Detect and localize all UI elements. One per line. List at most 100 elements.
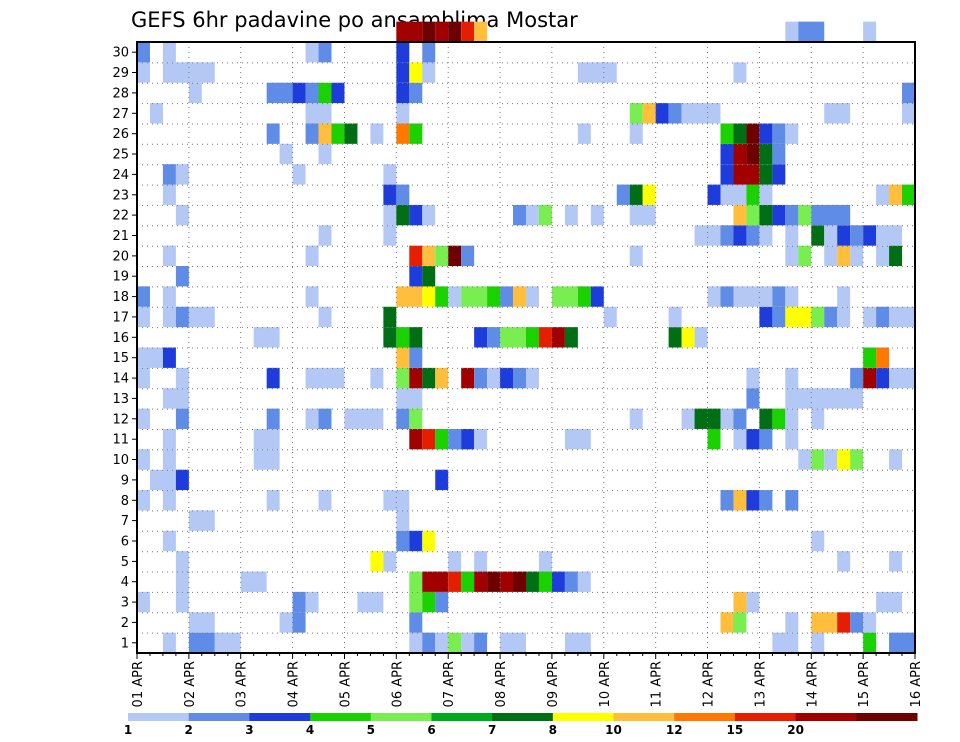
heatmap-cell [538,327,552,348]
heatmap-cell [513,367,526,389]
heatmap-cell [590,204,604,226]
heatmap-cell [422,42,436,63]
heatmap-cell [214,632,241,653]
heatmap-cell [837,306,851,328]
heatmap-cell [772,306,786,328]
heatmap-cell [785,21,799,42]
heatmap-cell [474,571,488,592]
heatmap-cell [409,571,423,592]
heatmap-cell [811,530,825,552]
heatmap-cell [811,632,825,653]
heatmap-cell [759,204,773,226]
heatmap-cell [526,204,539,226]
x-axis: 01 APR 02 APR 03 APR 04 APR 05 APR 06 APR 07 A… [131,653,924,707]
heatmap-cell [448,21,462,42]
heatmap-cell [162,286,176,307]
x-tick-label: 06 APR [390,661,405,707]
heatmap-cell [500,571,514,592]
x-tick-label: 09 APR [546,661,561,707]
x-tick-label: 14 APR [805,661,820,707]
heatmap-cell [538,551,552,572]
legend-swatch [249,713,311,721]
heatmap-cell [577,123,591,144]
legend-swatch [856,713,918,721]
heatmap-cell [435,245,449,267]
heatmap-cell [733,428,747,450]
heatmap-cell [500,327,526,348]
heatmap-cell [292,82,306,104]
heatmap-cell [876,225,903,246]
legend-label: 10 [605,723,622,737]
heatmap-cell [175,266,189,287]
heatmap-cell [137,367,150,389]
heatmap-cell [577,62,617,83]
heatmap-cell [824,225,838,246]
heatmap-cell [266,367,280,389]
heatmap-cell [396,82,410,104]
heatmap-cell [383,551,397,572]
heatmap-cell [564,632,591,653]
heatmap-cell [396,530,410,552]
heatmap-cell [305,123,319,144]
heatmap-cell [513,286,526,307]
heatmap-cell [292,591,306,613]
heatmap-cell [772,408,786,429]
heatmap-cell [876,245,890,267]
heatmap-cell [785,367,799,389]
legend-label: 12 [666,723,683,737]
heatmap-cell [435,632,449,653]
heatmap-cell [318,123,332,144]
heatmap-cell [837,449,851,470]
cells-layer [137,21,915,653]
heatmap-cell [383,204,397,226]
heatmap-cell [383,225,397,246]
heatmap-cell [448,551,462,572]
gridlines [137,42,915,653]
heatmap-cell [746,143,760,165]
y-tick-label: 15 [112,351,129,366]
heatmap-cell [772,123,786,144]
heatmap-cell [707,428,721,450]
heatmap-cell [461,245,475,267]
heatmap-cell [422,591,436,613]
heatmap-cell [409,408,423,429]
heatmap-cell [383,164,397,185]
y-tick-label: 2 [121,616,129,631]
heatmap-cell [409,347,423,368]
heatmap-cell [396,184,410,205]
y-tick-label: 10 [112,453,129,468]
heatmap-cell [318,82,332,104]
legend-swatch [310,713,372,721]
heatmap-cell [305,82,319,104]
heatmap-cell [759,428,773,450]
y-tick-label: 14 [112,372,129,387]
heatmap-cell [616,184,630,205]
heatmap-cell [162,347,176,368]
y-tick-label: 21 [112,229,129,244]
legend-swatch [613,713,675,721]
heatmap-cell [642,103,656,124]
heatmap-cell [720,164,734,185]
heatmap-cell [876,306,890,328]
heatmap-cell [409,245,423,267]
legend-swatch [431,713,493,721]
heatmap-cell [850,449,864,470]
legend-swatch [734,713,797,721]
heatmap-cell [162,245,176,267]
heatmap-cell [461,428,475,450]
heatmap-cell [162,530,176,552]
heatmap-cell [409,591,423,613]
heatmap-cell [279,612,293,633]
heatmap-cell [487,571,501,592]
heatmap-cell [850,245,864,267]
heatmap-cell [889,449,903,470]
heatmap-cell [759,123,773,144]
heatmap-cell [422,266,436,287]
heatmap-cell [383,184,397,205]
heatmap-cell [305,103,332,124]
heatmap-cell [772,143,786,165]
heatmap-cell [188,82,202,104]
heatmap-cell [188,612,215,633]
heatmap-cell [305,42,319,63]
y-tick-label: 23 [112,188,129,203]
